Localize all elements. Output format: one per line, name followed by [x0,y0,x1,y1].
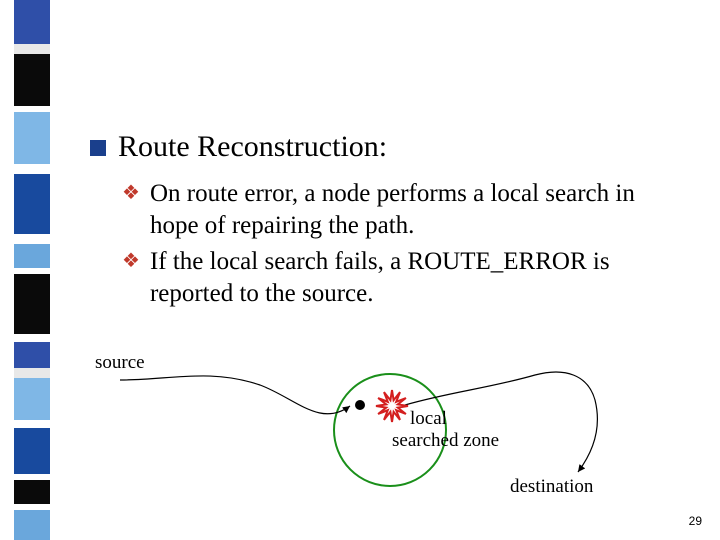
stripe-segment [14,244,50,268]
stripe-segment [14,234,50,244]
source-label: source [95,352,145,374]
sub-bullet-text: If the local search fails, a ROUTE_ERROR… [150,246,670,310]
route-diagram: source local searched zone destination [90,350,650,510]
stripe-segment [14,0,50,44]
square-bullet-icon [90,140,106,156]
stripe-segment [14,420,50,428]
stripe-segment [14,480,50,504]
stripe-segment [14,44,50,54]
stripe-segment [14,174,50,234]
stripe-segment [14,342,50,368]
stripe-segment [14,164,50,174]
sub-list: ❖ On route error, a node performs a local… [122,178,670,310]
stripe-segment [14,112,50,164]
sub-bullet-text: On route error, a node performs a local … [150,178,670,242]
decorative-stripe [14,0,50,540]
heading-row: Route Reconstruction: [90,130,670,164]
stripe-segment [14,334,50,342]
slide-content: Route Reconstruction: ❖ On route error, a… [90,130,670,314]
stripe-segment [14,274,50,334]
stripe-segment [14,428,50,474]
page-number: 29 [689,514,702,528]
stripe-segment [14,510,50,540]
stripe-segment [14,368,50,378]
destination-label: destination [510,476,593,498]
zone-label-1: local [410,408,447,430]
sub-bullet-row: ❖ On route error, a node performs a local… [122,178,670,242]
diamond-bullet-icon: ❖ [122,246,140,276]
zone-label-2: searched zone [392,430,499,452]
stripe-segment [14,378,50,420]
sub-bullet-row: ❖ If the local search fails, a ROUTE_ERRO… [122,246,670,310]
stripe-segment [14,54,50,106]
diamond-bullet-icon: ❖ [122,178,140,208]
heading-text: Route Reconstruction: [118,130,387,164]
